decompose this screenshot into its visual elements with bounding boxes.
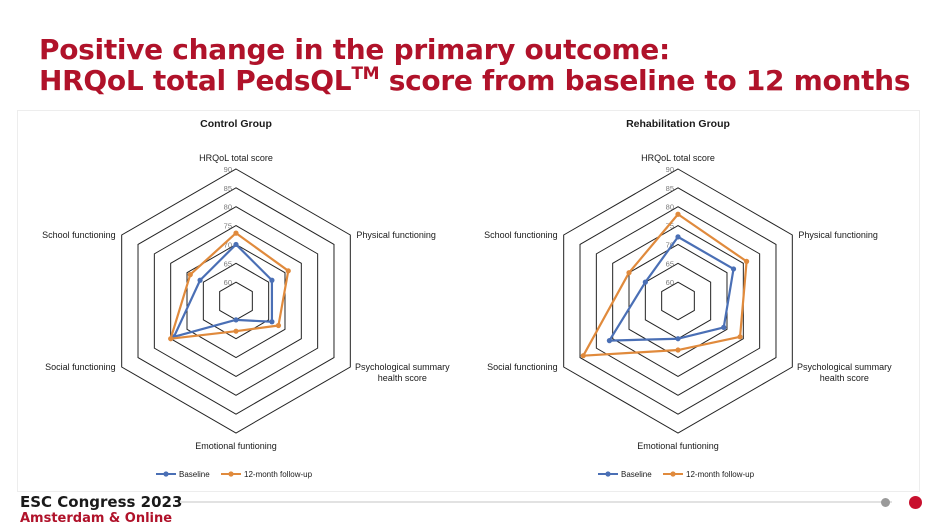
title-line-2-start: HRQoL total PedsQL (39, 64, 352, 97)
data-point (233, 328, 239, 334)
axis-label: Emotional funtioning (637, 441, 719, 451)
axis-label: Emotional funtioning (195, 441, 277, 451)
series-line-baseline (608, 235, 735, 342)
tick-label: 85 (666, 184, 674, 193)
axis-label: Physical functioning (356, 230, 436, 240)
data-point (275, 322, 282, 329)
title-line-2-end: score from baseline to 12 months (379, 64, 911, 97)
trademark-superscript: TM (351, 64, 380, 84)
figure-panel: Control Group 60 65 70 75 80 85 90 HRQoL total s… (17, 110, 920, 492)
data-point (721, 324, 727, 330)
grid-ring (219, 281, 253, 321)
data-point (675, 336, 681, 342)
axis-label: School functioning (42, 230, 116, 240)
axis-label-line: health score (820, 373, 869, 383)
radar-charts: Control Group 60 65 70 75 80 85 90 HRQoL total s… (42, 118, 892, 479)
data-point (187, 272, 193, 278)
title-line-1: Positive change in the primary outcome: (39, 33, 670, 66)
legend-swatch-dot (670, 471, 676, 477)
grid-ring (661, 281, 695, 321)
tick-label: 90 (224, 165, 232, 174)
tick-label: 90 (666, 165, 674, 174)
series-line-baseline (172, 243, 274, 338)
data-point (269, 277, 275, 283)
grid-ring (202, 262, 270, 340)
grid-ring (612, 224, 744, 378)
footer-divider (180, 501, 892, 503)
data-point (580, 353, 586, 359)
conference-location: Amsterdam & Online (20, 511, 173, 526)
tick-label: 80 (666, 203, 674, 212)
grid-ring (186, 243, 286, 359)
legend-swatch-dot (605, 471, 611, 477)
axis-label: Physical functioning (798, 230, 878, 240)
tick-label: 70 (666, 240, 674, 249)
tick-label: 85 (224, 184, 232, 193)
data-point (285, 268, 291, 274)
progress-dot-grey (881, 498, 890, 507)
chart-title: Control Group (200, 118, 272, 130)
grid-ring (153, 206, 319, 396)
grid-ring (170, 224, 302, 378)
axis-label: HRQoL total score (199, 153, 273, 163)
grid-ring (644, 262, 712, 340)
grid-ring (595, 206, 761, 396)
grid-ring (579, 187, 777, 415)
slide-title: Positive change in the primary outcome: … (39, 34, 939, 96)
tick-label: 75 (224, 222, 232, 231)
axis-label-line: Psychological summary (797, 362, 892, 372)
title-line-2: HRQoL total PedsQLTM score from baseline… (39, 65, 939, 96)
data-point (642, 279, 648, 285)
footer-brand: ESC Congress 2023 Amsterdam & Online (20, 494, 182, 526)
axis-label: Social functioning (487, 362, 558, 372)
tick-label: 80 (224, 203, 232, 212)
axis-label: Psychological summary health score (797, 362, 892, 383)
grid-ring (121, 168, 351, 434)
radar-chart-2: Rehabilitation Group 60 65 70 75 80 85 90 HRQoL … (484, 118, 892, 479)
axis-label: HRQoL total score (641, 153, 715, 163)
data-point (168, 336, 174, 342)
axis-label-line: Psychological summary (355, 362, 450, 372)
tick-label: 65 (666, 259, 674, 268)
tick-label: 75 (666, 222, 674, 231)
data-point (197, 277, 203, 283)
legend-swatch-dot (163, 471, 169, 477)
data-point (737, 334, 743, 340)
data-point (675, 234, 681, 240)
data-point (675, 347, 681, 353)
data-point (626, 270, 632, 276)
legend-swatch-dot (228, 471, 234, 477)
legend-label: Baseline (179, 470, 210, 479)
data-point (675, 211, 681, 217)
tick-label: 60 (224, 278, 232, 287)
grid-ring (563, 168, 793, 434)
axis-label: Psychological summary health score (355, 362, 450, 383)
data-point (233, 317, 239, 323)
grid-ring (137, 187, 335, 415)
axis-label: Social functioning (45, 362, 116, 372)
legend-label: 12-month follow-up (244, 470, 313, 479)
conference-name: ESC Congress 2023 (20, 493, 183, 511)
data-point (606, 338, 613, 344)
legend-label: 12-month follow-up (686, 470, 755, 479)
data-point (743, 258, 750, 264)
legend-label: Baseline (621, 470, 652, 479)
axis-label: School functioning (484, 230, 558, 240)
data-point (233, 241, 239, 248)
axis-label-line: health score (378, 373, 427, 383)
radar-chart-1: Control Group 60 65 70 75 80 85 90 HRQoL total s… (42, 118, 450, 479)
tick-label: 65 (224, 259, 232, 268)
tick-label: 70 (224, 240, 232, 249)
progress-dot-red (909, 496, 922, 509)
data-point (233, 230, 239, 236)
chart-title: Rehabilitation Group (626, 118, 730, 130)
tick-label: 60 (666, 278, 674, 287)
data-point (269, 319, 275, 325)
data-point (730, 266, 737, 272)
